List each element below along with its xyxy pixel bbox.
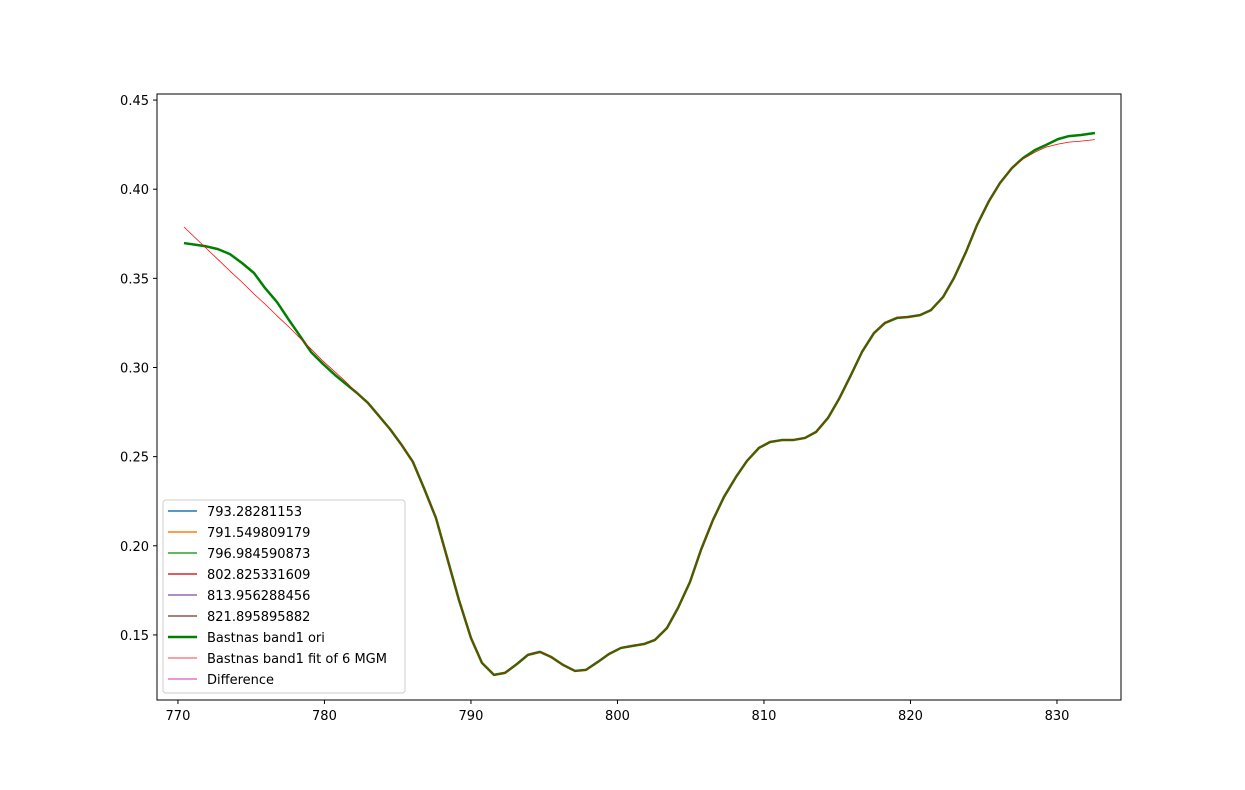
y-tick-label: 0.15 xyxy=(120,629,149,644)
legend: 793.28281153 791.549809179 796.984590873 80… xyxy=(162,499,406,694)
legend-label: 813.956288456 xyxy=(207,589,310,604)
legend-label: 821.895895882 xyxy=(207,610,310,625)
legend-label: 791.549809179 xyxy=(207,526,310,541)
legend-label: 796.984590873 xyxy=(207,547,310,562)
x-tick-label: 810 xyxy=(752,709,777,724)
legend-label: 802.825331609 xyxy=(207,568,310,583)
legend-label: 793.28281153 xyxy=(207,505,302,520)
y-tick-label: 0.25 xyxy=(120,451,149,466)
x-tick-label: 830 xyxy=(1045,709,1070,724)
legend-label: Bastnas band1 ori xyxy=(207,631,325,646)
y-tick-label: 0.35 xyxy=(120,272,149,287)
legend-label: Difference xyxy=(207,673,274,688)
y-tick-label: 0.20 xyxy=(120,540,149,555)
y-tick-label: 0.30 xyxy=(120,361,149,376)
y-tick-label: 0.40 xyxy=(120,183,149,198)
x-tick-label: 800 xyxy=(605,709,630,724)
legend-frame xyxy=(162,499,406,694)
legend-label: Bastnas band1 fit of 6 MGM xyxy=(207,652,387,667)
axes-frame xyxy=(156,93,1122,701)
x-tick-label: 790 xyxy=(459,709,484,724)
x-tick-label: 780 xyxy=(312,709,337,724)
series-line xyxy=(183,139,1095,676)
y-tick-label: 0.45 xyxy=(120,94,149,109)
x-tick-label: 770 xyxy=(166,709,191,724)
x-tick-label: 820 xyxy=(898,709,923,724)
